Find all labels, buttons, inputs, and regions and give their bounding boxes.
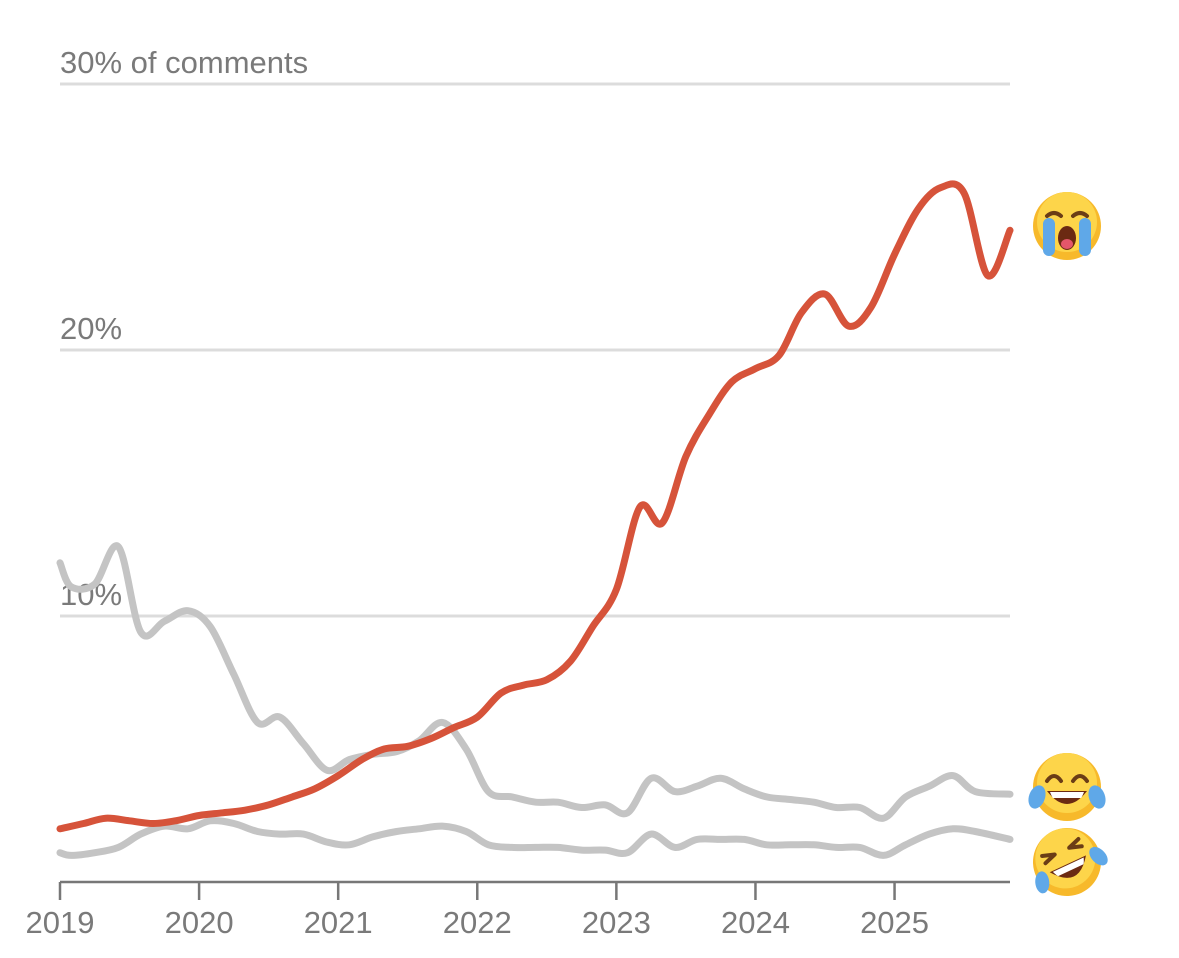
x-tick-label-2022: 2022 — [443, 905, 512, 940]
rolling-on-the-floor-laughing-icon — [1033, 828, 1108, 896]
series-icons — [1028, 192, 1108, 896]
x-tick-label-2023: 2023 — [582, 905, 651, 940]
series-line-rolling-on-the-floor-laughing — [56, 817, 1014, 859]
series-lines — [56, 180, 1014, 859]
y-tick-label-20: 20% — [60, 311, 122, 346]
series-line-loudly-crying-face — [56, 180, 1014, 833]
x-tick-label-2021: 2021 — [304, 905, 373, 940]
y-tick-label-30: 30% of comments — [60, 45, 308, 80]
face-with-tears-of-joy-icon — [1028, 753, 1106, 821]
x-tick-label-2020: 2020 — [165, 905, 234, 940]
gridlines — [60, 82, 1010, 618]
x-tick-label-2019: 2019 — [26, 905, 95, 940]
x-tick-label-2024: 2024 — [721, 905, 790, 940]
loudly-crying-face-icon — [1033, 192, 1101, 260]
x-axis: 2019 2020 2021 2022 2023 2024 2025 — [26, 880, 1010, 940]
x-tick-label-2025: 2025 — [860, 905, 929, 940]
series-line-face-with-tears-of-joy — [56, 542, 1014, 822]
